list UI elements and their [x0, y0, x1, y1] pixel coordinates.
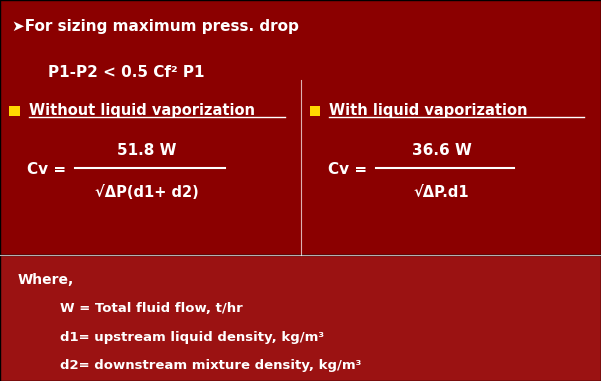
Text: √ΔP.d1: √ΔP.d1: [414, 185, 469, 200]
Text: W = Total fluid flow, t/hr: W = Total fluid flow, t/hr: [60, 302, 243, 315]
Text: Cv =: Cv =: [27, 162, 66, 177]
Bar: [9, 106, 20, 116]
Text: 36.6 W: 36.6 W: [412, 143, 472, 158]
Text: Where,: Where,: [18, 273, 75, 287]
Text: ➤For sizing maximum press. drop: ➤For sizing maximum press. drop: [12, 19, 299, 34]
Text: d2= downstream mixture density, kg/m³: d2= downstream mixture density, kg/m³: [60, 359, 361, 372]
Text: Cv =: Cv =: [328, 162, 367, 177]
Text: P1-P2 < 0.5 Cf² P1: P1-P2 < 0.5 Cf² P1: [48, 65, 204, 80]
Text: √ΔP(d1+ d2): √ΔP(d1+ d2): [96, 185, 199, 200]
Text: With liquid vaporization: With liquid vaporization: [329, 103, 528, 118]
FancyBboxPatch shape: [0, 255, 601, 381]
Text: Without liquid vaporization: Without liquid vaporization: [29, 103, 255, 118]
Bar: [310, 106, 320, 116]
Text: d1= upstream liquid density, kg/m³: d1= upstream liquid density, kg/m³: [60, 331, 324, 344]
FancyBboxPatch shape: [0, 0, 601, 255]
Text: 51.8 W: 51.8 W: [117, 143, 177, 158]
